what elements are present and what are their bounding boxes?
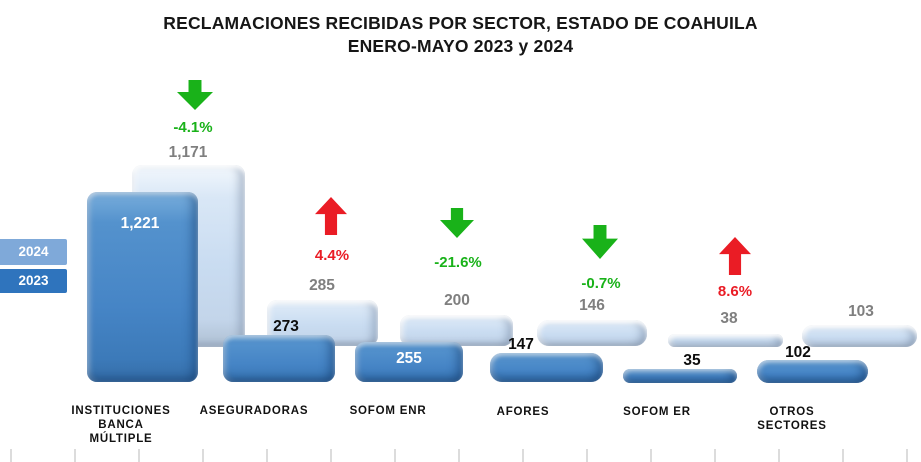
bar-2023-aseguradoras (223, 335, 335, 382)
chart-title-line2: ENERO-MAYO 2023 y 2024 (347, 36, 574, 56)
chart-title-line1: RECLAMACIONES RECIBIDAS POR SECTOR, ESTA… (163, 13, 758, 33)
pct-change-label: -4.1% (173, 119, 213, 136)
chart-title: RECLAMACIONES RECIBIDAS POR SECTOR, ESTA… (0, 12, 921, 58)
axis-tick (138, 449, 140, 462)
bar-2024-sofom-enr (400, 315, 513, 346)
axis-tick (906, 449, 908, 462)
axis-tick (458, 449, 460, 462)
decrease-arrow-icon (440, 208, 474, 238)
axis-tick (394, 449, 396, 462)
value-label-2023: 1,221 (120, 215, 160, 232)
value-label-2023: 35 (683, 352, 701, 369)
bar-2024-otros (802, 325, 917, 347)
sector-label-aseguradoras: ASEGURADORAS (199, 405, 309, 417)
pct-change-label: -0.7% (581, 275, 621, 292)
axis-tick (330, 449, 332, 462)
bar-2024-sofom-er (668, 334, 783, 347)
sector-label-sofom-enr: SOFOM ENR (349, 405, 427, 417)
bar-2023-sofom-enr (355, 342, 463, 382)
value-label-2024: 1,171 (168, 144, 208, 161)
value-label-2023: 273 (273, 318, 299, 335)
axis-tick (586, 449, 588, 462)
value-label-2024: 200 (444, 292, 470, 309)
sector-label-otros: OTROS SECTORES (757, 406, 827, 432)
bar-2024-afores (537, 320, 647, 346)
pct-change-label: 4.4% (314, 247, 350, 264)
axis-tick (650, 449, 652, 462)
bar-2023-instituciones (87, 192, 198, 382)
axis-tick (778, 449, 780, 462)
legend-item-2023: 2023 (0, 269, 67, 293)
increase-arrow-icon (315, 197, 347, 235)
sector-label-instituciones: INSTITUCIONES BANCA MÚLTIPLE (71, 405, 171, 445)
axis-tick (266, 449, 268, 462)
increase-arrow-icon (719, 237, 751, 275)
axis-tick (202, 449, 204, 462)
axis-tick (842, 449, 844, 462)
sector-label-sofom-er: SOFOM ER (623, 406, 691, 418)
sector-label-afores: AFORES (496, 406, 550, 418)
bar-2023-afores (490, 353, 603, 382)
value-label-2024: 285 (309, 277, 335, 294)
decrease-arrow-icon (582, 225, 618, 259)
value-label-2024: 146 (579, 297, 605, 314)
value-label-2024: 103 (848, 303, 874, 320)
axis-tick (522, 449, 524, 462)
pct-change-label: 8.6% (717, 283, 753, 300)
value-label-2023: 102 (785, 344, 811, 361)
bar-2023-sofom-er (623, 369, 737, 383)
value-label-2023: 255 (396, 350, 422, 367)
bar-2023-otros (757, 360, 868, 383)
axis-tick (714, 449, 716, 462)
axis-tick (74, 449, 76, 462)
pct-change-label: -21.6% (434, 254, 482, 271)
value-label-2023: 147 (508, 336, 534, 353)
decrease-arrow-icon (177, 80, 213, 110)
axis-tick (10, 449, 12, 462)
legend-item-2024: 2024 (0, 239, 67, 265)
value-label-2024: 38 (720, 310, 738, 327)
